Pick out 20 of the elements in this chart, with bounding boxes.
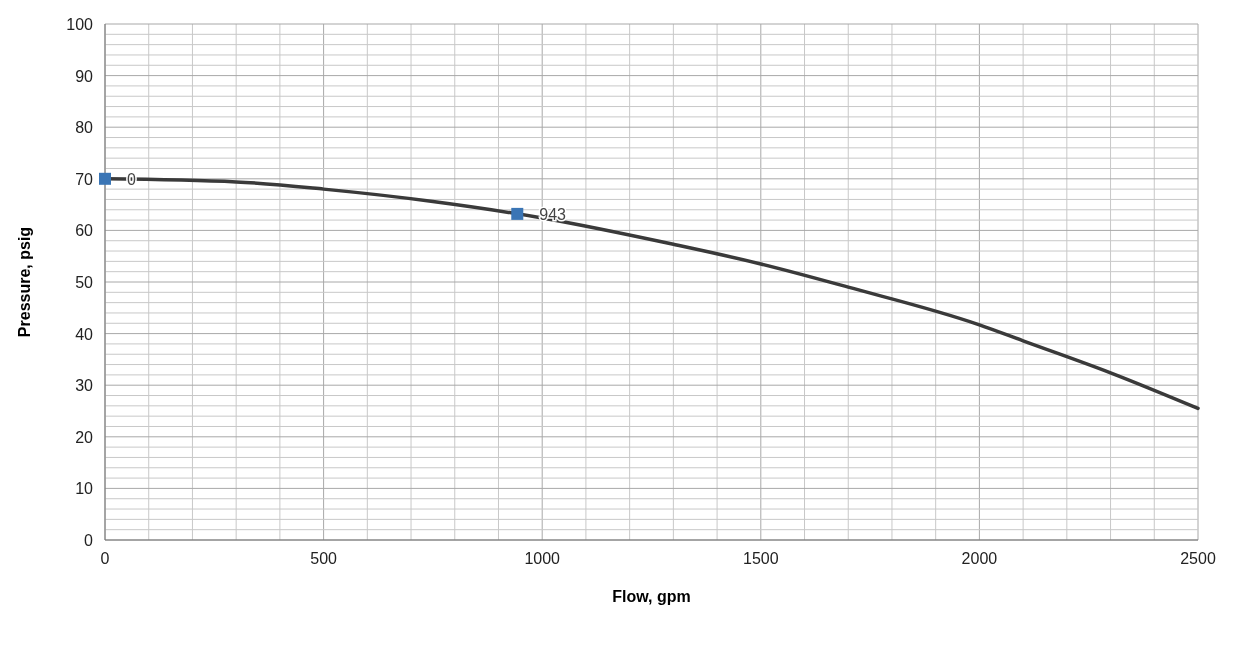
x-tick-label: 2000: [961, 550, 998, 567]
y-tick-label: 100: [66, 16, 94, 33]
x-tick-label: 1500: [743, 550, 779, 567]
x-tick-label: 1000: [524, 550, 561, 567]
x-tick-label: 2500: [1180, 550, 1216, 567]
x-tick-label: 500: [310, 550, 338, 567]
y-tick-label: 30: [75, 377, 94, 395]
y-axis-title: Pressure, psig: [16, 226, 33, 338]
y-tick-label: 0: [84, 532, 94, 549]
y-tick-label: 70: [75, 170, 94, 188]
x-axis-title: Flow, gpm: [612, 588, 691, 605]
y-tick-label: 10: [75, 480, 94, 498]
y-tick-label: 40: [75, 325, 94, 343]
annotation: 943: [539, 205, 567, 223]
y-tick-label: 80: [75, 119, 94, 137]
y-tick-label: 50: [75, 274, 94, 291]
x-tick-label: 0: [100, 550, 110, 567]
y-tick-label: 60: [75, 222, 94, 240]
y-tick-label: 20: [75, 428, 94, 446]
y-tick-label: 90: [75, 67, 94, 85]
